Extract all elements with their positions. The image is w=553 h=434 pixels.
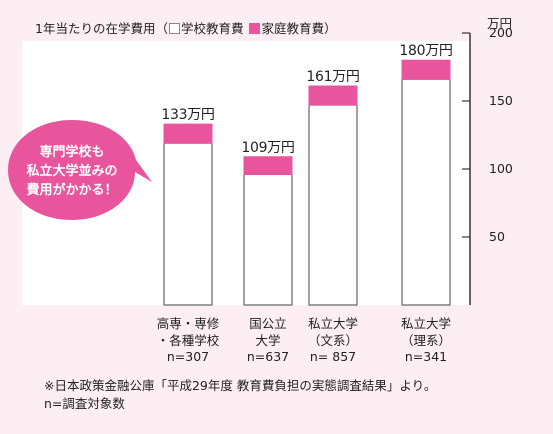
source-note: ※日本政策金融公庫「平成29年度 教育費負担の実態調査結果」より。 n=調査対象… <box>44 377 436 413</box>
legend-school-label: 学校教育費 <box>180 21 244 36</box>
legend-home-swatch <box>249 23 261 34</box>
y-tick-label-1: 100 <box>489 161 513 176</box>
legend-school-swatch <box>168 23 180 34</box>
bar-school-3 <box>401 78 451 306</box>
bar-home-1 <box>243 156 293 175</box>
bar-home-2 <box>308 85 358 106</box>
sample-size-note: n=調査対象数 <box>44 396 125 411</box>
y-tick-label-2: 150 <box>489 93 513 108</box>
source-citation: ※日本政策金融公庫「平成29年度 教育費負担の実態調査結果」より。 <box>44 378 437 393</box>
y-tick-label-3: 200 <box>489 25 513 40</box>
category-label-2: 私立大学 （文系） n= 857 <box>307 316 358 364</box>
category-label-3: 私立大学 （理系） n=341 <box>400 316 451 364</box>
bar-home-3 <box>401 59 451 80</box>
bar-home-0 <box>163 123 213 144</box>
bar-total-label-0: 133万円 <box>161 107 215 124</box>
bar-total-label-2: 161万円 <box>306 69 360 86</box>
bar-school-1 <box>243 173 293 306</box>
bar-total-label-3: 180万円 <box>399 43 453 60</box>
bar-total-label-1: 109万円 <box>241 139 295 156</box>
bar-school-0 <box>163 142 213 306</box>
speech-bubble <box>8 120 152 220</box>
category-label-1: 国公立 大学 n=637 <box>246 316 290 364</box>
legend-home-label: 家庭教育費 <box>261 21 324 36</box>
chart-title: 1年当たりの在学費用（ 学校教育費 家庭教育費） <box>35 21 337 36</box>
y-axis-unit: 万円 <box>487 16 513 31</box>
y-tick-label-0: 50 <box>489 229 505 244</box>
bar-school-2 <box>308 104 358 306</box>
speech-bubble-text: 専門学校も 私立大学並みの 費用がかかる！ <box>26 145 118 198</box>
category-label-0: 高専・専修 ・各種学校 n=307 <box>156 316 220 364</box>
